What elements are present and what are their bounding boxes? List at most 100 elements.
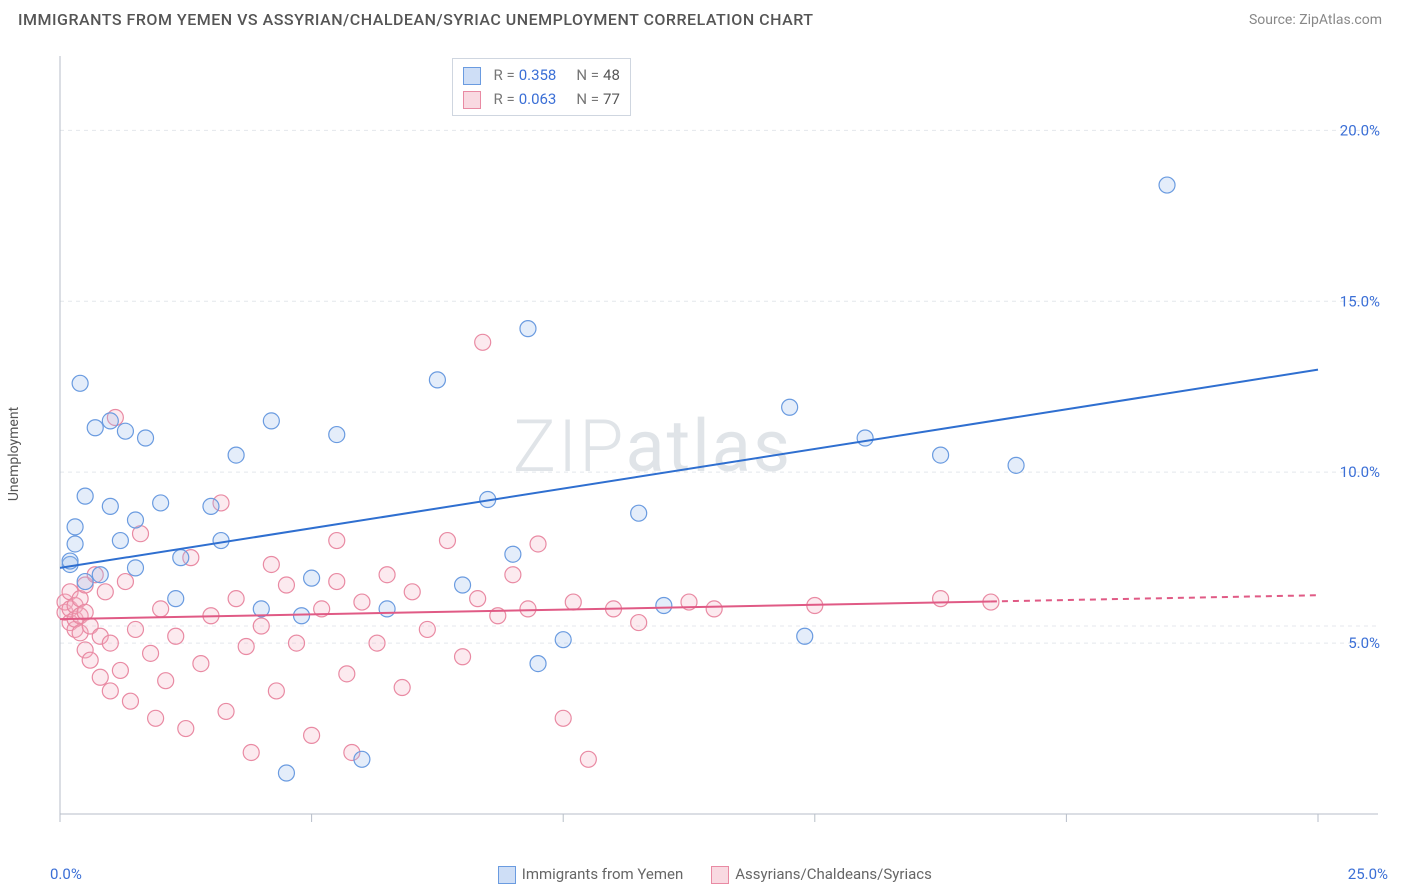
chart-title: IMMIGRANTS FROM YEMEN VS ASSYRIAN/CHALDE… (18, 10, 813, 29)
data-point (153, 601, 169, 617)
data-point (631, 505, 647, 521)
data-point (102, 683, 118, 699)
data-point (87, 420, 103, 436)
data-point (520, 601, 536, 617)
data-point (243, 744, 259, 760)
bottom-legend: 0.0% Immigrants from Yemen Assyrians/Chal… (50, 865, 1388, 884)
data-point (520, 321, 536, 337)
legend-n-value: 77 (603, 90, 620, 108)
data-point (505, 546, 521, 562)
data-point (379, 601, 395, 617)
data-point (656, 597, 672, 613)
data-point (379, 567, 395, 583)
data-point (67, 536, 83, 552)
legend-n-value: 48 (603, 66, 620, 84)
data-point (263, 413, 279, 429)
data-point (153, 495, 169, 511)
x-axis-min-label: 0.0% (50, 865, 82, 883)
legend-series-label: Assyrians/Chaldeans/Syriacs (735, 865, 932, 883)
data-point (505, 567, 521, 583)
legend-series-label: Immigrants from Yemen (522, 865, 684, 883)
data-point (102, 498, 118, 514)
legend-r-label: R = (493, 66, 514, 84)
data-point (168, 628, 184, 644)
data-point (706, 601, 722, 617)
data-point (228, 447, 244, 463)
data-point (127, 512, 143, 528)
data-point (329, 427, 345, 443)
y-tick-label: 5.0% (1348, 634, 1380, 652)
data-point (278, 765, 294, 781)
data-point (354, 594, 370, 610)
watermark: ZIPatlas (513, 404, 933, 504)
data-point (92, 567, 108, 583)
scatter-chart: 5.0%10.0%15.0%20.0%ZIPatlas (50, 48, 1388, 844)
data-point (228, 591, 244, 607)
data-point (127, 560, 143, 576)
legend-item: Immigrants from Yemen (498, 865, 684, 884)
data-point (117, 423, 133, 439)
data-point (455, 649, 471, 665)
data-point (77, 574, 93, 590)
data-point (102, 413, 118, 429)
data-point (67, 519, 83, 535)
data-point (173, 550, 189, 566)
y-tick-label: 10.0% (1340, 463, 1380, 481)
legend-r-value: 0.063 (519, 90, 557, 108)
data-point (455, 577, 471, 593)
data-point (470, 591, 486, 607)
data-point (193, 656, 209, 672)
data-point (354, 751, 370, 767)
legend-n-label: N = (576, 90, 599, 108)
legend-row: R =0.358N =48 (463, 63, 619, 87)
data-point (329, 533, 345, 549)
data-point (933, 447, 949, 463)
data-point (278, 577, 294, 593)
data-point (339, 666, 355, 682)
data-point (168, 591, 184, 607)
legend-series-list: Immigrants from Yemen Assyrians/Chaldeans… (498, 865, 932, 884)
data-point (404, 584, 420, 600)
data-point (253, 618, 269, 634)
data-point (77, 488, 93, 504)
data-point (429, 372, 445, 388)
data-point (1008, 457, 1024, 473)
header: IMMIGRANTS FROM YEMEN VS ASSYRIAN/CHALDE… (0, 0, 1406, 37)
data-point (530, 536, 546, 552)
y-axis-label: Unemployment (6, 407, 22, 501)
data-point (148, 710, 164, 726)
data-point (122, 693, 138, 709)
data-point (238, 639, 254, 655)
data-point (158, 673, 174, 689)
data-point (138, 430, 154, 446)
data-point (289, 635, 305, 651)
y-tick-label: 15.0% (1340, 292, 1380, 310)
legend-swatch (463, 67, 481, 85)
data-point (857, 430, 873, 446)
trend-line-extrap (991, 595, 1318, 601)
legend-row: R =0.063N =77 (463, 87, 619, 111)
data-point (1159, 177, 1175, 193)
data-point (475, 334, 491, 350)
data-point (102, 635, 118, 651)
data-point (304, 727, 320, 743)
chart-area: 5.0%10.0%15.0%20.0%ZIPatlas R =0.358N =4… (50, 48, 1388, 844)
data-point (394, 680, 410, 696)
data-point (213, 533, 229, 549)
legend-swatch (711, 866, 729, 884)
data-point (530, 656, 546, 672)
data-point (112, 662, 128, 678)
data-point (143, 645, 159, 661)
legend-swatch (463, 91, 481, 109)
trend-line (60, 370, 1318, 568)
data-point (92, 669, 108, 685)
data-point (555, 632, 571, 648)
data-point (304, 570, 320, 586)
data-point (565, 594, 581, 610)
data-point (631, 615, 647, 631)
data-point (82, 652, 98, 668)
data-point (580, 751, 596, 767)
data-point (112, 533, 128, 549)
data-point (329, 574, 345, 590)
legend-item: Assyrians/Chaldeans/Syriacs (711, 865, 932, 884)
